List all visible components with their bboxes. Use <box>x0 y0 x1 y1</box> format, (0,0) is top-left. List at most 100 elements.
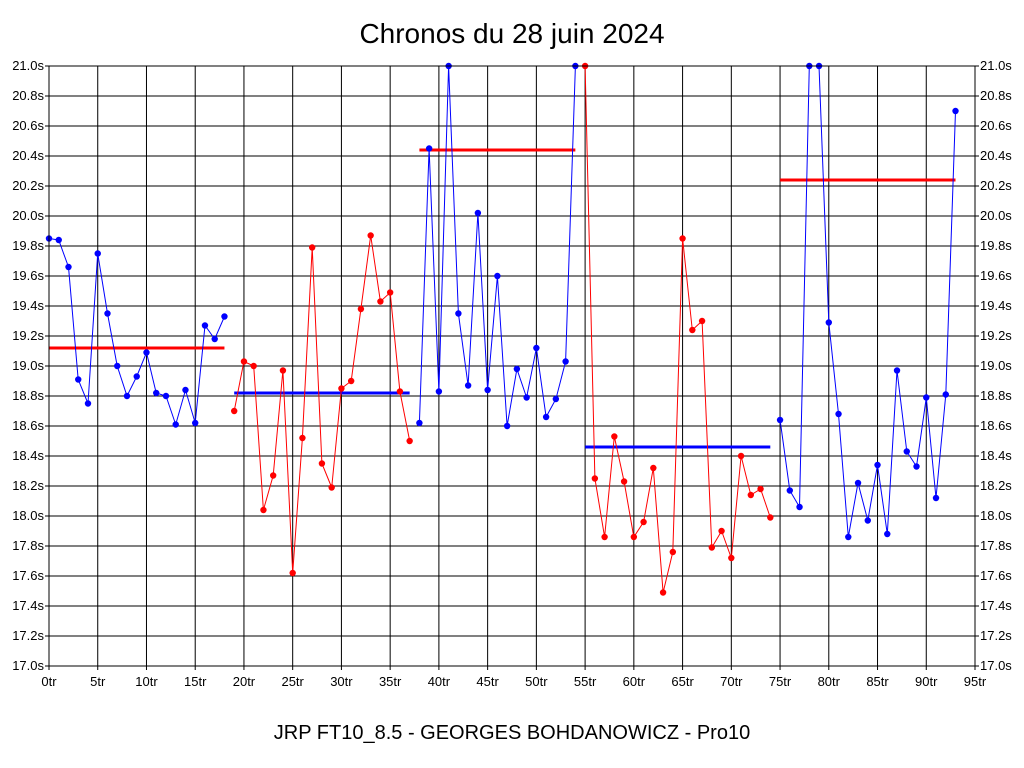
x-tick-label: 15tr <box>184 674 207 689</box>
lap-point <box>386 289 394 296</box>
lap-point <box>864 517 871 524</box>
y-tick-label-left: 17.6s <box>12 568 44 583</box>
y-tick-label-left: 19.2s <box>12 328 44 343</box>
stint-4-series <box>581 62 774 596</box>
lap-point <box>260 506 267 514</box>
lap-point <box>114 362 121 370</box>
lap-point <box>172 421 179 428</box>
lap-point <box>893 367 901 374</box>
lap-point <box>854 479 862 487</box>
lap-point <box>620 478 628 485</box>
lap-point <box>299 434 306 442</box>
lap-point <box>952 107 959 115</box>
y-tick-label-right: 17.4s <box>980 598 1012 613</box>
stint-4-line <box>584 65 771 593</box>
grid <box>45 65 979 670</box>
y-tick-label-left: 17.4s <box>12 598 44 613</box>
lap-point <box>503 422 511 430</box>
y-tick-label-right: 17.2s <box>980 628 1012 643</box>
y-tick-label-left: 18.2s <box>12 478 44 493</box>
y-tick-label-left: 20.0s <box>12 208 44 223</box>
lap-point <box>650 464 657 472</box>
lap-point <box>874 461 881 469</box>
y-tick-label-right: 20.4s <box>980 148 1012 163</box>
lap-point <box>776 416 784 424</box>
lap-point <box>835 410 842 418</box>
y-tick-label-left: 19.0s <box>12 358 44 373</box>
lap-point <box>533 344 540 352</box>
x-tick-label: 30tr <box>330 674 353 689</box>
y-tick-label-right: 18.4s <box>980 448 1012 463</box>
x-tick-label: 90tr <box>915 674 938 689</box>
lap-point <box>669 548 677 556</box>
lap-point <box>192 419 199 427</box>
stint-3-series <box>416 62 579 430</box>
y-tick-label-right: 21.0s <box>980 58 1012 73</box>
lap-point <box>435 388 443 395</box>
lap-point <box>718 527 725 535</box>
lap-point <box>474 209 482 217</box>
lap-point <box>923 394 930 401</box>
x-tick-label: 45tr <box>476 674 499 689</box>
x-tick-label: 85tr <box>866 674 889 689</box>
y-tick-label-right: 19.0s <box>980 358 1012 373</box>
lap-point <box>825 319 832 326</box>
y-tick-label-right: 20.0s <box>980 208 1012 223</box>
lap-point <box>942 391 949 398</box>
lap-point <box>611 433 618 440</box>
y-tick-label-left: 18.0s <box>12 508 44 523</box>
lap-point <box>94 250 101 257</box>
y-tick-label-right: 17.6s <box>980 568 1012 583</box>
y-tick-label-right: 19.4s <box>980 298 1012 313</box>
y-tick-label-left: 20.2s <box>12 178 44 193</box>
lap-point <box>884 530 891 538</box>
y-tick-label-right: 18.0s <box>980 508 1012 523</box>
lap-point <box>279 367 287 374</box>
lap-point <box>757 485 764 493</box>
x-tick-label: 65tr <box>671 674 694 689</box>
lap-point <box>289 569 296 577</box>
y-tick-label-right: 19.6s <box>980 268 1012 283</box>
lap-point <box>425 145 433 152</box>
x-tick-label: 50tr <box>525 674 548 689</box>
lap-point <box>250 362 257 370</box>
stint-1-series <box>45 235 228 428</box>
lap-point <box>630 533 638 541</box>
y-tick-label-left: 19.4s <box>12 298 44 313</box>
x-tick-label: 80tr <box>818 674 841 689</box>
lap-point <box>231 407 238 415</box>
lap-point <box>396 388 404 395</box>
lap-point <box>182 386 189 394</box>
lap-point <box>221 313 228 320</box>
lap-point <box>552 395 560 403</box>
lap-point <box>542 413 550 421</box>
lap-point <box>269 472 277 479</box>
x-tick-label: 25tr <box>281 674 304 689</box>
lap-point <box>357 305 365 313</box>
lap-point <box>201 322 209 329</box>
lap-point <box>211 335 218 343</box>
lap-point <box>698 317 706 325</box>
lap-point <box>728 554 735 562</box>
lap-point <box>55 236 62 244</box>
lap-point <box>406 437 413 445</box>
lap-point <box>377 298 384 305</box>
lap-point <box>640 518 647 526</box>
stint-2-line <box>233 235 411 574</box>
y-tick-label-left: 18.6s <box>12 418 44 433</box>
lap-point <box>143 349 150 356</box>
y-tick-label-left: 20.8s <box>12 88 44 103</box>
y-tick-label-right: 19.8s <box>980 238 1012 253</box>
stint-2-series <box>231 232 413 577</box>
lap-point <box>601 533 608 541</box>
y-axis-left-labels: 17.0s 17.2s 17.4s 17.6s 17.8s 18.0s 18.2s 18.4s… <box>12 58 44 673</box>
lap-point <box>913 463 920 470</box>
lap-point <box>464 382 472 389</box>
stint-5-line <box>779 65 956 538</box>
lap-point <box>932 494 940 502</box>
x-tick-label: 35tr <box>379 674 402 689</box>
y-tick-label-right: 18.6s <box>980 418 1012 433</box>
chart-footer: JRP FT10_8.5 - GEORGES BOHDANOWICZ - Pro… <box>273 722 751 744</box>
lap-point <box>523 394 530 401</box>
lap-point <box>679 235 686 242</box>
